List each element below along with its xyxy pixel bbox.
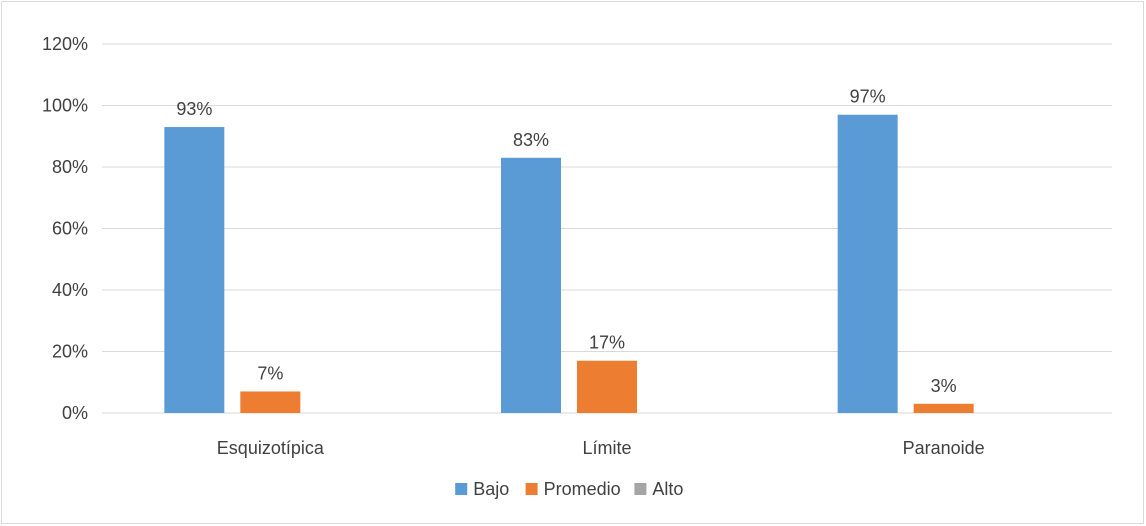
- legend: Bajo Promedio Alto: [455, 479, 683, 499]
- y-tick-label: 20%: [52, 342, 88, 362]
- bar-bajo-0: [164, 127, 225, 414]
- grid-lines: [102, 43, 1112, 414]
- category-label: Límite: [582, 438, 631, 458]
- data-label: 3%: [931, 376, 957, 396]
- category-label: Paranoide: [903, 438, 985, 458]
- data-label: 93%: [176, 99, 212, 119]
- y-axis-tick-labels: 0% 20% 40% 60% 80% 100% 120%: [42, 34, 88, 423]
- legend-swatch-promedio: [525, 483, 538, 495]
- legend-label: Alto: [652, 479, 683, 499]
- y-tick-label: 60%: [52, 219, 88, 239]
- bars: [164, 114, 974, 414]
- legend-swatch-alto: [634, 483, 647, 495]
- bar-promedio-2: [913, 403, 974, 413]
- y-tick-label: 80%: [52, 157, 88, 177]
- data-labels: 93% 7% 83% 17% 97% 3%: [176, 87, 956, 396]
- category-label: Esquizotípica: [217, 438, 325, 458]
- data-label: 83%: [513, 130, 549, 150]
- y-tick-label: 100%: [42, 96, 88, 116]
- y-tick-label: 120%: [42, 34, 88, 54]
- bar-promedio-0: [240, 391, 301, 413]
- bar-promedio-1: [577, 360, 637, 413]
- x-axis-category-labels: Esquizotípica Límite Paranoide: [217, 438, 985, 458]
- legend-label: Promedio: [544, 479, 621, 499]
- data-label: 7%: [257, 363, 283, 383]
- bar-bajo-2: [837, 114, 898, 413]
- y-tick-label: 40%: [52, 280, 88, 300]
- data-label: 97%: [850, 87, 886, 107]
- legend-label: Bajo: [473, 479, 509, 499]
- data-label: 17%: [589, 333, 625, 353]
- legend-swatch-bajo: [455, 483, 468, 495]
- y-tick-label: 0%: [62, 403, 88, 423]
- bar-bajo-1: [501, 157, 561, 413]
